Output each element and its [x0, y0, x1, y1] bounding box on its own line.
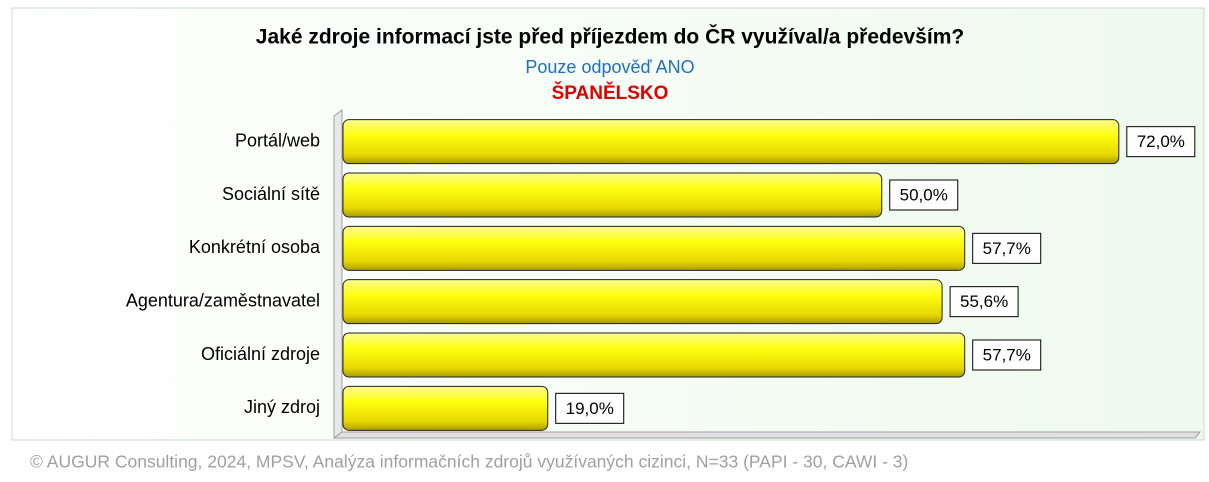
value-label: 55,6%	[960, 292, 1008, 311]
chart-title: Jaké zdroje informací jste před příjezde…	[256, 25, 964, 49]
bar	[342, 332, 966, 378]
category-label: Agentura/zaměstnavatel	[126, 290, 320, 310]
value-label-box	[972, 339, 1042, 371]
value-label: 57,7%	[983, 345, 1031, 364]
value-label-box	[889, 179, 959, 211]
value-label: 19,0%	[566, 399, 614, 418]
bar	[342, 172, 883, 218]
category-label: Portál/web	[235, 130, 320, 150]
value-label: 50,0%	[900, 185, 948, 204]
chart-region: ŠPANĚLSKO	[552, 82, 669, 104]
value-label-box	[555, 392, 625, 424]
axis-floor	[332, 431, 1202, 439]
bar	[342, 279, 943, 325]
value-label: 72,0%	[1137, 132, 1185, 151]
category-label: Konkrétní osoba	[189, 237, 321, 257]
category-label: Jiný zdroj	[244, 397, 320, 417]
category-label: Oficiální zdroje	[201, 344, 320, 364]
bar	[342, 225, 966, 271]
bar	[342, 385, 549, 431]
value-label-box	[949, 286, 1019, 318]
source-note: © AUGUR Consulting, 2024, MPSV, Analýza …	[30, 452, 908, 472]
chart-subtitle: Pouze odpověď ANO	[525, 57, 694, 77]
axis-wall	[333, 109, 343, 439]
category-label: Sociální sítě	[222, 184, 320, 204]
value-label-box	[972, 232, 1042, 264]
value-label: 57,7%	[983, 239, 1031, 258]
value-label-box	[1126, 126, 1196, 158]
bar	[342, 119, 1120, 165]
